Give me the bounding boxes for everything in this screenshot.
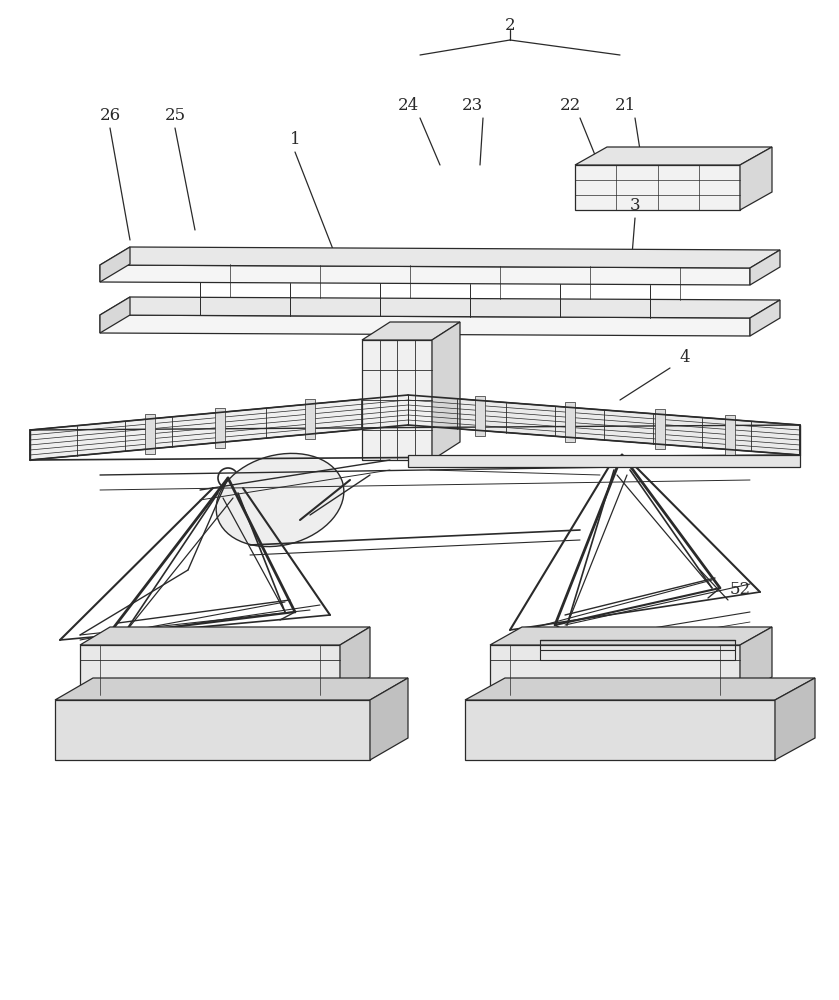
Polygon shape — [655, 409, 665, 449]
Text: 22: 22 — [560, 97, 581, 113]
Polygon shape — [465, 700, 775, 760]
Text: 1: 1 — [289, 131, 300, 148]
Text: 25: 25 — [164, 106, 185, 123]
Polygon shape — [100, 247, 780, 268]
Polygon shape — [80, 645, 340, 695]
Polygon shape — [362, 340, 432, 460]
Polygon shape — [145, 414, 155, 454]
Polygon shape — [750, 250, 780, 285]
Polygon shape — [100, 315, 750, 336]
Text: 52: 52 — [729, 582, 751, 598]
Polygon shape — [370, 678, 408, 760]
Polygon shape — [575, 147, 772, 165]
Polygon shape — [432, 322, 460, 460]
Polygon shape — [750, 300, 780, 336]
Text: 2: 2 — [505, 16, 515, 33]
Polygon shape — [305, 399, 315, 439]
Polygon shape — [100, 265, 750, 285]
Polygon shape — [340, 627, 370, 695]
Polygon shape — [490, 645, 740, 695]
Polygon shape — [575, 165, 740, 210]
Polygon shape — [55, 678, 408, 700]
Polygon shape — [740, 627, 772, 695]
Polygon shape — [408, 455, 800, 467]
Polygon shape — [100, 297, 780, 318]
Polygon shape — [55, 700, 370, 760]
Polygon shape — [740, 147, 772, 210]
Polygon shape — [465, 678, 815, 700]
Polygon shape — [475, 396, 485, 436]
Polygon shape — [30, 395, 408, 460]
Polygon shape — [362, 322, 460, 340]
Polygon shape — [80, 627, 370, 645]
Polygon shape — [490, 627, 772, 645]
Text: 24: 24 — [398, 97, 419, 113]
Polygon shape — [725, 415, 735, 455]
Polygon shape — [408, 395, 800, 455]
Text: 26: 26 — [100, 106, 121, 123]
Text: 4: 4 — [680, 350, 690, 366]
Text: 3: 3 — [630, 196, 640, 214]
Polygon shape — [215, 408, 225, 448]
Ellipse shape — [216, 453, 344, 547]
Polygon shape — [100, 247, 130, 282]
Polygon shape — [100, 297, 130, 333]
Polygon shape — [775, 678, 815, 760]
Text: 21: 21 — [614, 97, 636, 113]
Polygon shape — [565, 402, 575, 442]
Text: 23: 23 — [461, 97, 482, 113]
